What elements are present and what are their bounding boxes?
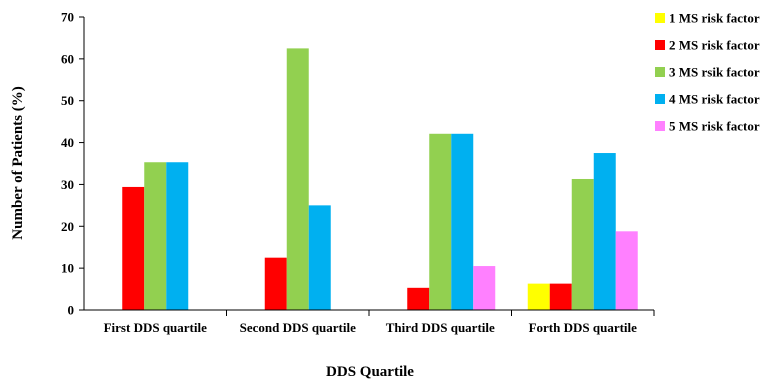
bar [615,231,638,310]
y-tick-label: 60 [61,51,74,66]
x-tick-label: First DDS quartile [104,320,208,335]
y-tick-label: 20 [61,219,74,234]
legend-swatch [655,121,665,131]
x-ticks-group: First DDS quartile Second DDS quartile Thi… [104,310,655,335]
y-tick-label: 70 [61,10,74,25]
legend-label: 1 MS risk factor [669,11,760,26]
legend-swatch [655,40,665,50]
y-tick-label: 50 [61,93,74,108]
bar [451,133,474,310]
bar [429,133,452,310]
y-tick-label: 40 [61,135,74,150]
legend-swatch [655,94,665,104]
legend-swatch [655,13,665,23]
bar [473,266,496,310]
bar [144,162,167,310]
x-tick-label: Second DDS quartile [240,320,357,335]
y-ticks-group: 0 10 20 30 40 50 60 70 [61,10,84,318]
x-tick-label: Third DDS quartile [386,320,495,335]
bar [264,257,287,310]
bar [122,186,145,310]
bar [308,205,331,310]
bars-group [122,48,638,311]
legend-label: 3 MS rsik factor [669,65,760,80]
legend-label: 5 MS risk factor [669,119,760,134]
bar [571,178,594,310]
bar [549,283,572,310]
bar [407,287,430,310]
legend-label: 2 MS risk factor [669,38,760,53]
bar [166,162,189,310]
y-tick-label: 0 [68,303,75,318]
bar [593,153,616,310]
x-tick-label: Forth DDS quartile [529,320,638,335]
y-axis-title: Number of Patients (%) [10,86,26,239]
legend-label: 4 MS risk factor [669,92,760,107]
y-tick-label: 10 [61,261,74,276]
x-axis-title: DDS Quartile [326,364,414,380]
bar [527,283,550,310]
legend-swatch [655,67,665,77]
legend: 1 MS risk factor 2 MS risk factor 3 MS rsi… [655,11,760,134]
y-tick-label: 30 [61,177,74,192]
bar [286,48,309,311]
